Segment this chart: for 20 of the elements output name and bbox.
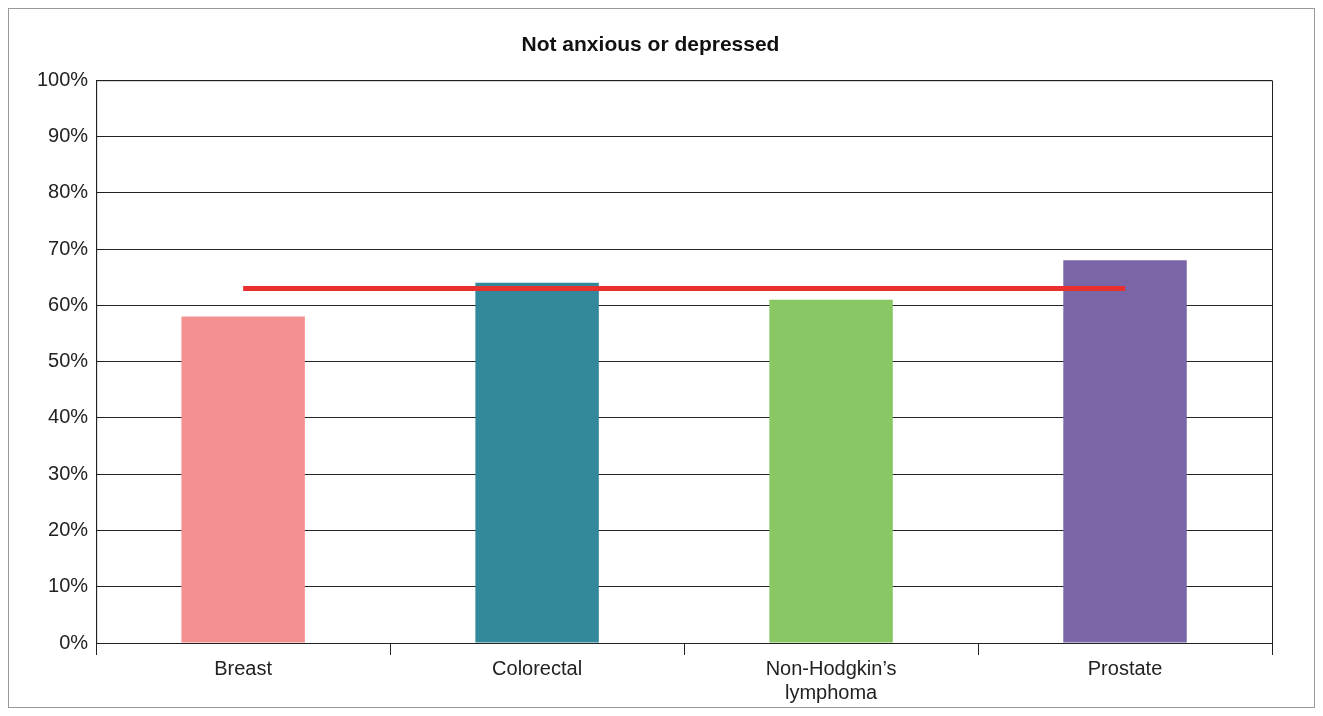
x-tick-label: Non-Hodgkin’s lymphoma [765, 656, 897, 703]
x-tick-label: Prostate [1087, 656, 1163, 679]
y-tick-label: 40% [48, 405, 89, 428]
y-tick-label: 70% [48, 236, 89, 259]
x-tick-label: Colorectal [492, 656, 583, 679]
y-tick-label: 50% [48, 349, 89, 372]
bar [181, 316, 305, 643]
bar [1063, 260, 1187, 643]
y-tick-label: 90% [48, 124, 89, 146]
y-tick-label: 80% [48, 180, 89, 203]
y-tick-label: 10% [48, 574, 89, 597]
x-tick-label: Breast [214, 656, 273, 679]
y-tick-label: 20% [48, 517, 89, 540]
y-tick-label: 60% [48, 292, 89, 315]
y-tick-label: 0% [59, 630, 89, 653]
y-tick-label: 30% [48, 461, 89, 484]
y-tick-label: 100% [37, 67, 89, 90]
chart-title: Not anxious or depressed [521, 32, 780, 56]
bar [475, 282, 599, 643]
bar [769, 299, 893, 643]
